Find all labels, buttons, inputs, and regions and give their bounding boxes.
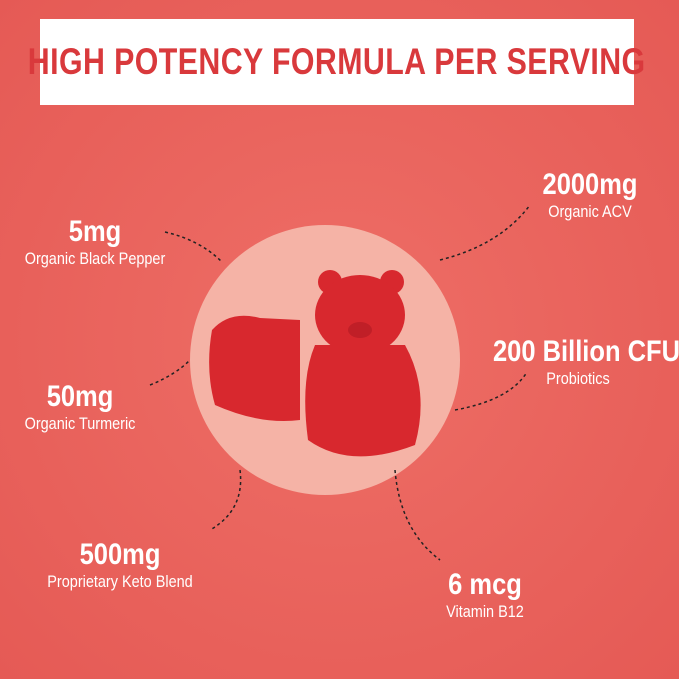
ingredient-keto-blend: 500mg Proprietary Keto Blend [47,538,193,591]
arrow-b12 [394,469,441,561]
ingredient-probiotics: 200 Billion CFU Probiotics [493,335,679,388]
arrow-black-pepper [164,231,223,263]
title-banner: HIGH POTENCY FORMULA PER SERVING [28,19,645,105]
ingredient-acv: 2000mg Organic ACV [542,168,638,221]
arrow-keto-blend [209,469,242,531]
arrow-turmeric [149,359,191,386]
ingredient-turmeric: 50mg Organic Turmeric [24,380,136,433]
title: HIGH POTENCY FORMULA PER SERVING [28,41,646,82]
ingredient-black-pepper: 5mg Organic Black Pepper [24,215,166,268]
ingredient-b12: 6 mcg Vitamin B12 [446,568,524,621]
arrow-acv [439,204,531,261]
